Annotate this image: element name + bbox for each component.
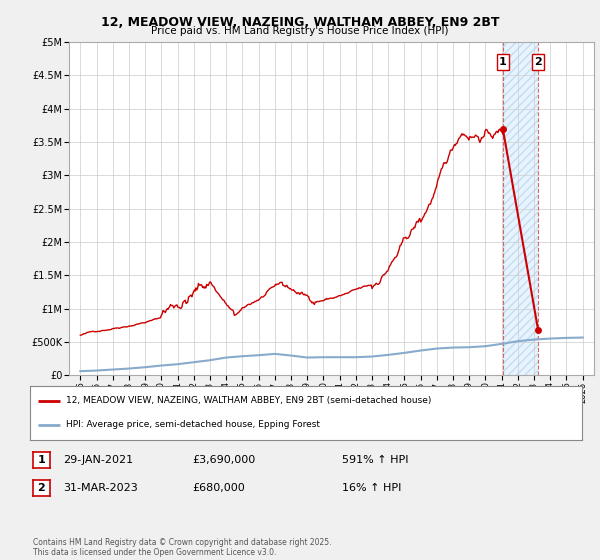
Text: Price paid vs. HM Land Registry's House Price Index (HPI): Price paid vs. HM Land Registry's House … [151,26,449,36]
Text: £680,000: £680,000 [192,483,245,493]
Bar [503,42,538,375]
Text: 2: 2 [38,483,45,493]
Text: Contains HM Land Registry data © Crown copyright and database right 2025.
This d: Contains HM Land Registry data © Crown c… [33,538,331,557]
Text: 12, MEADOW VIEW, NAZEING, WALTHAM ABBEY, EN9 2BT: 12, MEADOW VIEW, NAZEING, WALTHAM ABBEY,… [101,16,499,29]
FancyBboxPatch shape [497,54,509,71]
Text: 31-MAR-2023: 31-MAR-2023 [63,483,138,493]
Text: 591% ↑ HPI: 591% ↑ HPI [342,455,409,465]
Text: HPI: Average price, semi-detached house, Epping Forest: HPI: Average price, semi-detached house,… [66,420,320,429]
Text: 12, MEADOW VIEW, NAZEING, WALTHAM ABBEY, EN9 2BT (semi-detached house): 12, MEADOW VIEW, NAZEING, WALTHAM ABBEY,… [66,396,431,405]
Text: 29-JAN-2021: 29-JAN-2021 [63,455,133,465]
FancyBboxPatch shape [532,54,544,71]
Text: £3,690,000: £3,690,000 [192,455,255,465]
Text: 2: 2 [534,57,542,67]
Text: 1: 1 [38,455,45,465]
Text: 1: 1 [499,57,507,67]
Bar [503,42,538,375]
Text: 16% ↑ HPI: 16% ↑ HPI [342,483,401,493]
